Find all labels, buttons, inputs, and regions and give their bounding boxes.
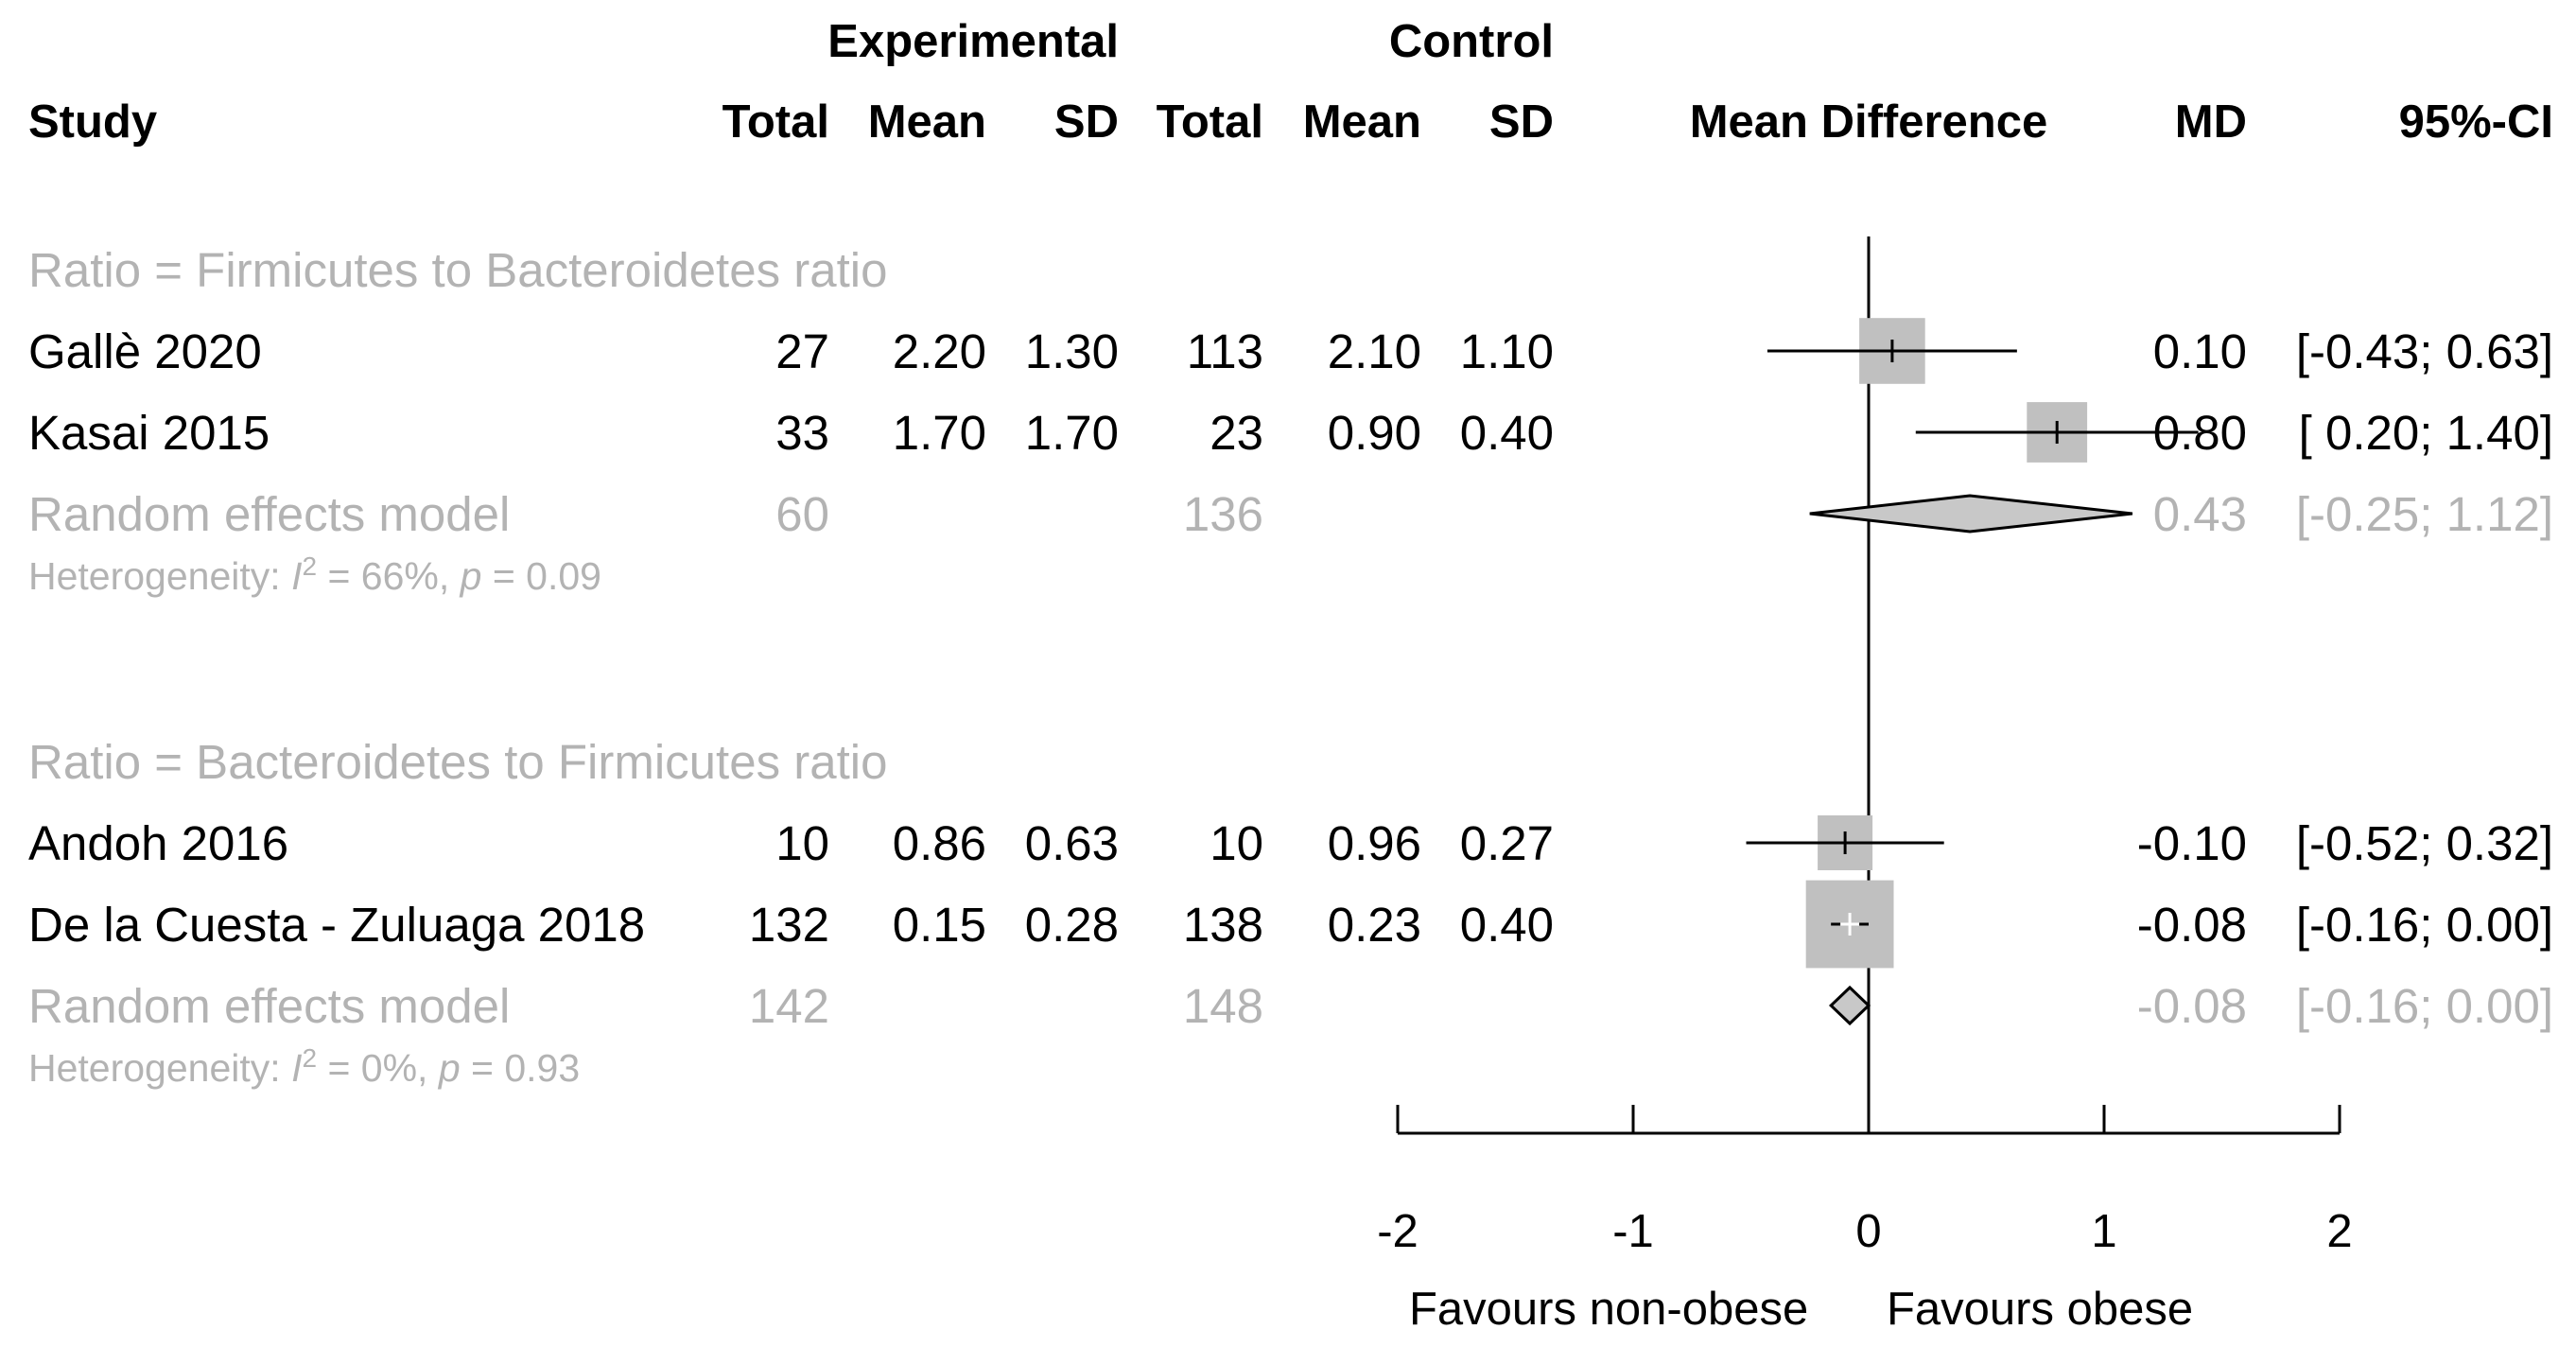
header-c-mean: Mean — [1303, 96, 1421, 148]
table-body: Ratio = Firmicutes to Bacteroidetes rati… — [28, 243, 2553, 1090]
heterogeneity-stat: Heterogeneity: I2 = 0%, p = 0.93 — [28, 1043, 580, 1091]
model-label: Random effects model — [28, 979, 510, 1033]
control-mean: 2.10 — [1328, 324, 1421, 378]
subgroup-label: Ratio = Bacteroidetes to Firmicutes rati… — [28, 735, 887, 789]
favours-right-label: Favours obese — [1887, 1284, 2193, 1335]
experimental-total: 10 — [775, 816, 829, 870]
experimental-sd: 1.30 — [1025, 324, 1119, 378]
ci-value: [-0.52; 0.32] — [2296, 816, 2553, 870]
table-header: Experimental Control Study Total Mean SD… — [28, 16, 2553, 148]
study-name: Andoh 2016 — [28, 816, 288, 870]
model-md-value: 0.43 — [2153, 487, 2247, 541]
header-mean-difference: Mean Difference — [1690, 96, 2048, 148]
study-name: Gallè 2020 — [28, 324, 262, 378]
x-axis: -2 -1 0 1 2 — [1377, 1105, 2353, 1257]
ci-value: [ 0.20; 1.40] — [2299, 406, 2553, 460]
model-control-total: 136 — [1183, 487, 1263, 541]
control-mean: 0.23 — [1328, 898, 1421, 952]
experimental-mean: 2.20 — [893, 324, 986, 378]
experimental-sd: 1.70 — [1025, 406, 1119, 460]
x-axis-tick-label: -1 — [1612, 1206, 1654, 1257]
control-mean: 0.96 — [1328, 816, 1421, 870]
experimental-total: 33 — [775, 406, 829, 460]
model-diamond — [1828, 985, 1871, 1026]
experimental-sd: 0.28 — [1025, 898, 1119, 952]
experimental-total: 27 — [775, 324, 829, 378]
header-control: Control — [1389, 16, 1554, 67]
study-name: De la Cuesta - Zuluaga 2018 — [28, 898, 645, 952]
model-ci-value: [-0.25; 1.12] — [2296, 487, 2553, 541]
model-experimental-total: 142 — [749, 979, 829, 1033]
control-total: 23 — [1210, 406, 1263, 460]
md-value: 0.10 — [2153, 324, 2247, 378]
header-experimental: Experimental — [827, 16, 1119, 67]
control-sd: 0.40 — [1460, 898, 1554, 952]
control-sd: 0.40 — [1460, 406, 1554, 460]
control-total: 10 — [1210, 816, 1263, 870]
study-name: Kasai 2015 — [28, 406, 270, 460]
control-sd: 0.27 — [1460, 816, 1554, 870]
plot-area — [1746, 236, 2199, 1133]
model-control-total: 148 — [1183, 979, 1263, 1033]
control-sd: 1.10 — [1460, 324, 1554, 378]
subgroup-label: Ratio = Firmicutes to Bacteroidetes rati… — [28, 243, 887, 297]
experimental-sd: 0.63 — [1025, 816, 1119, 870]
x-axis-tick-label: -2 — [1377, 1206, 1419, 1257]
model-experimental-total: 60 — [775, 487, 829, 541]
control-total: 113 — [1187, 324, 1263, 378]
ci-value: [-0.43; 0.63] — [2296, 324, 2553, 378]
experimental-total: 132 — [749, 898, 829, 952]
model-label: Random effects model — [28, 487, 510, 541]
md-value: -0.08 — [2137, 898, 2247, 952]
header-md: MD — [2175, 96, 2247, 148]
x-axis-tick-label: 0 — [1855, 1206, 1881, 1257]
x-axis-tick-label: 1 — [2091, 1206, 2116, 1257]
header-ci: 95%-CI — [2399, 96, 2553, 148]
control-mean: 0.90 — [1328, 406, 1421, 460]
header-c-sd: SD — [1489, 96, 1554, 148]
ci-value: [-0.16; 0.00] — [2296, 898, 2553, 952]
heterogeneity-stat: Heterogeneity: I2 = 66%, p = 0.09 — [28, 551, 601, 599]
experimental-mean: 0.86 — [893, 816, 986, 870]
model-ci-value: [-0.16; 0.00] — [2296, 979, 2553, 1033]
header-e-mean: Mean — [868, 96, 986, 148]
experimental-mean: 0.15 — [893, 898, 986, 952]
x-axis-tick-label: 2 — [2326, 1206, 2352, 1257]
model-md-value: -0.08 — [2137, 979, 2247, 1033]
control-total: 138 — [1183, 898, 1263, 952]
header-study: Study — [28, 96, 157, 148]
favours-left-label: Favours non-obese — [1409, 1284, 1808, 1335]
header-e-sd: SD — [1054, 96, 1119, 148]
model-diamond — [1809, 494, 2133, 534]
header-c-total: Total — [1157, 96, 1263, 148]
md-value: -0.10 — [2137, 816, 2247, 870]
experimental-mean: 1.70 — [893, 406, 986, 460]
header-e-total: Total — [722, 96, 829, 148]
